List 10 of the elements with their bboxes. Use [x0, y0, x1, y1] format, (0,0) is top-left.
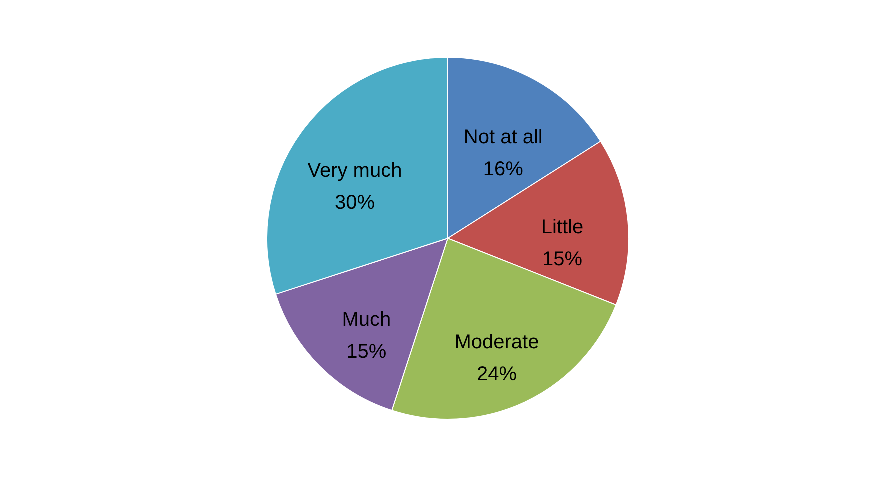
slice-label: Very much	[308, 160, 402, 182]
data-label: 15%	[346, 340, 387, 363]
slice-label: Much	[342, 308, 392, 331]
data-label: 16%	[483, 158, 524, 181]
data-label: 30%	[334, 192, 376, 214]
slice-label: Not at all	[464, 126, 543, 149]
slice-label: Little	[541, 216, 584, 239]
data-label: 24%	[476, 364, 518, 386]
data-label: 15%	[542, 248, 583, 271]
slice-label: Moderate	[454, 332, 540, 354]
